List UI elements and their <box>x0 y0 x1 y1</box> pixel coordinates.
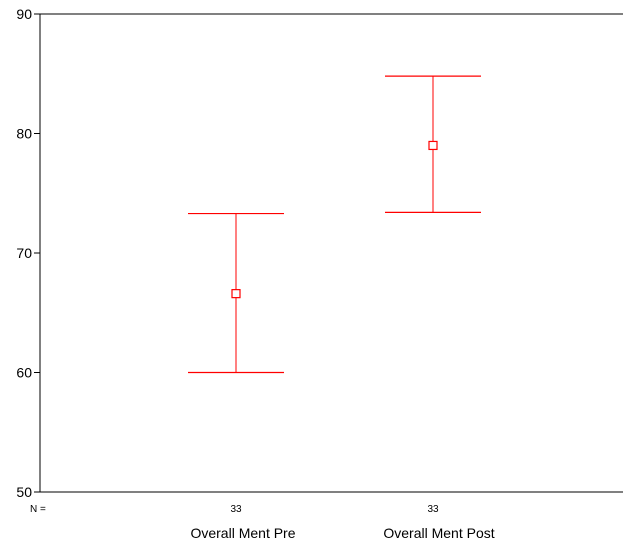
category-label: Overall Ment Post <box>383 525 494 541</box>
n-count-label: 33 <box>427 504 439 515</box>
category-label: Overall Ment Pre <box>190 525 295 541</box>
n-count-label: 33 <box>230 504 242 515</box>
y-tick-label: 60 <box>16 365 32 381</box>
y-tick-label: 50 <box>16 484 32 500</box>
category-labels: N = 33 33 Overall Ment Pre Overall Ment Post <box>30 504 495 541</box>
y-tick-label: 80 <box>16 126 32 142</box>
mean-marker <box>231 289 241 299</box>
axes <box>39 13 623 493</box>
mean-marker <box>428 140 438 151</box>
y-tick-label: 70 <box>16 245 32 261</box>
error-bars <box>188 75 481 374</box>
y-axis-ticks: 50 60 70 80 90 <box>16 6 40 500</box>
n-prefix-label: N = <box>30 504 46 515</box>
y-tick-label: 90 <box>16 6 32 22</box>
